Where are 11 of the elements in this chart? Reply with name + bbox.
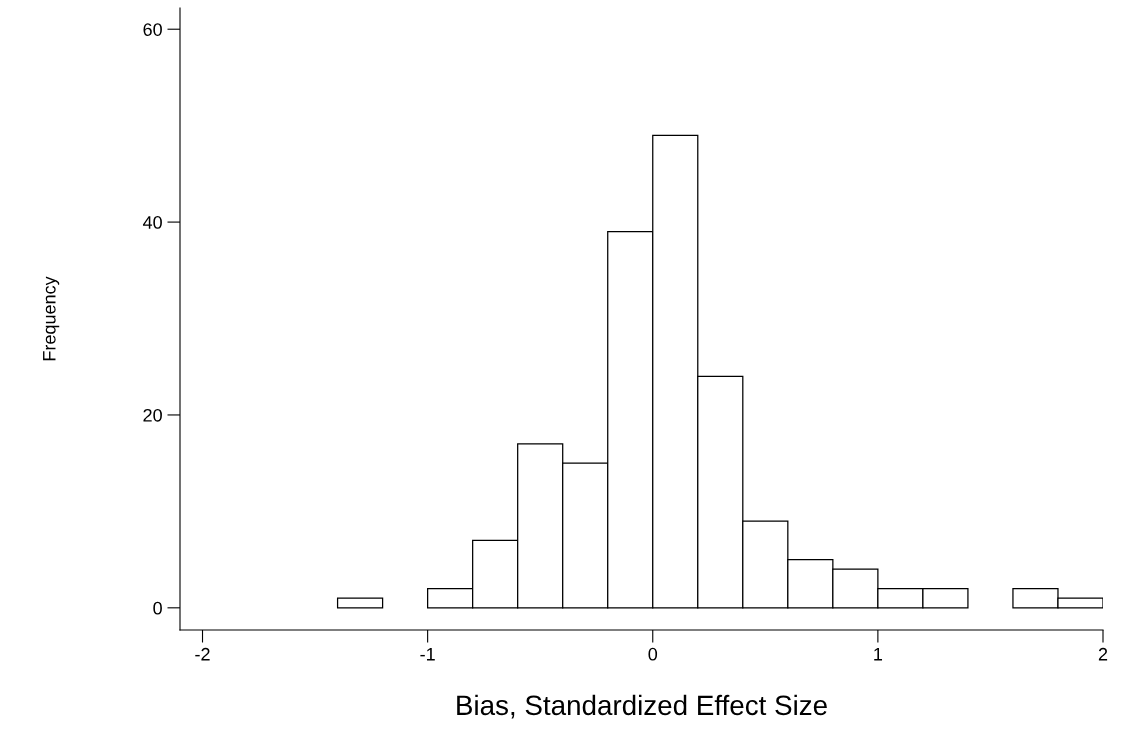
x-tick-label: 1	[874, 648, 883, 661]
y-tick-label: 0	[153, 601, 162, 615]
x-tick-label: -2	[195, 647, 210, 661]
y-axis-title: Frequency	[43, 276, 60, 361]
x-tick-label: 2	[1098, 647, 1108, 661]
y-tick-label: 60	[143, 23, 162, 36]
x-axis-title: Bias, Standardized Effect Size	[457, 694, 827, 719]
y-tick-label: 40	[142, 216, 162, 229]
x-tick-label: 0	[648, 647, 658, 661]
x-tick-label: -1	[420, 648, 435, 661]
y-tick-label: 20	[143, 408, 162, 422]
